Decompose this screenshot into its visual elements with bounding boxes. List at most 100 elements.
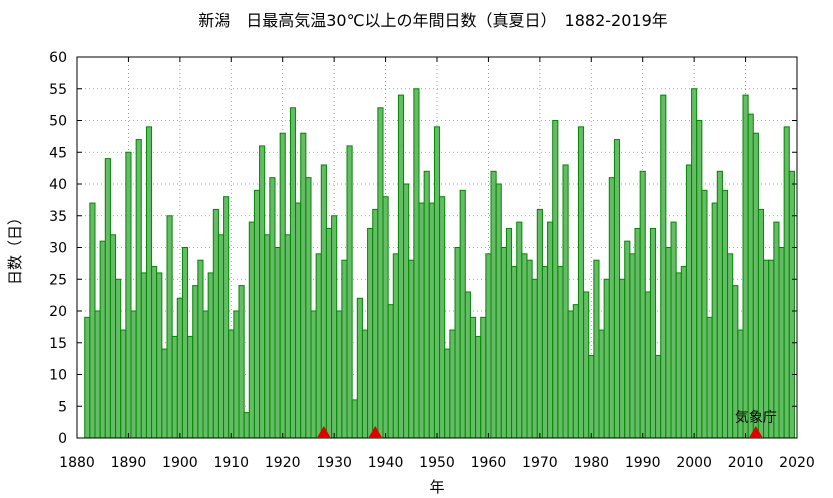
bar-1918 <box>269 177 276 439</box>
bar-1967 <box>521 253 528 439</box>
bar-1986 <box>619 278 626 439</box>
bar-1992 <box>649 227 657 439</box>
x-tick-label: 1950 <box>419 455 455 471</box>
bar-1894 <box>145 126 153 439</box>
bar-1901 <box>181 247 189 439</box>
annotation-label: 気象庁 <box>735 410 777 426</box>
bar-1915 <box>253 189 261 439</box>
x-tick-label: 1890 <box>111 455 147 471</box>
station-move-marker <box>316 426 331 438</box>
bar-1957 <box>469 316 477 439</box>
bar-1911 <box>233 310 240 439</box>
bar-1937 <box>367 227 374 439</box>
bar-1940 <box>382 196 389 439</box>
bar-1891 <box>130 310 137 439</box>
bar-1980 <box>588 354 595 439</box>
bar-2006 <box>721 189 729 439</box>
y-axis-label: 日数（日） <box>6 210 24 285</box>
bar-1939 <box>377 107 384 439</box>
bar-1903 <box>192 285 199 439</box>
bar-1974 <box>557 266 564 439</box>
bar-1979 <box>583 291 590 439</box>
bar-1898 <box>166 215 173 439</box>
bar-2013 <box>757 208 765 439</box>
bar-1973 <box>552 120 559 439</box>
bar-1920 <box>279 132 286 439</box>
bar-1922 <box>289 107 297 439</box>
bar-1933 <box>346 145 353 439</box>
bar-2011 <box>747 113 754 439</box>
bar-1935 <box>356 297 363 439</box>
bar-2005 <box>716 170 723 439</box>
bar-1966 <box>516 221 523 439</box>
x-tick-label: 1900 <box>162 455 198 471</box>
bar-1907 <box>212 208 219 439</box>
bar-1887 <box>109 234 117 439</box>
bar-1906 <box>207 272 214 439</box>
bar-1882 <box>84 316 91 439</box>
bar-1965 <box>511 266 518 439</box>
bar-1993 <box>655 354 662 439</box>
bar-2010 <box>742 94 749 439</box>
x-tick-label: 2010 <box>728 455 764 471</box>
bar-1996 <box>670 221 677 439</box>
bar-1930 <box>331 215 338 439</box>
bar-1998 <box>680 266 687 439</box>
bar-2003 <box>706 316 713 439</box>
station-move-marker <box>368 426 383 438</box>
bar-1885 <box>99 240 106 439</box>
bar-1886 <box>104 158 111 439</box>
bar-1953 <box>449 329 456 439</box>
bar-1931 <box>336 310 343 439</box>
y-tick-label: 30 <box>49 241 67 257</box>
bar-1913 <box>243 412 250 439</box>
station-move-marker <box>748 426 763 438</box>
bar-1899 <box>171 335 178 439</box>
bar-1924 <box>300 132 307 439</box>
bar-1916 <box>259 145 266 439</box>
x-tick-label: 2020 <box>779 455 815 471</box>
bar-2012 <box>752 132 759 439</box>
bar-1927 <box>315 253 322 439</box>
bar-1904 <box>197 259 204 439</box>
bar-1952 <box>444 348 451 439</box>
bar-1978 <box>577 126 585 439</box>
bar-1923 <box>295 202 302 439</box>
y-tick-label: 20 <box>49 304 67 320</box>
bars <box>84 88 795 439</box>
bar-1985 <box>613 139 621 439</box>
bar-1991 <box>644 291 651 439</box>
bar-1990 <box>639 170 646 439</box>
bar-1893 <box>140 272 147 439</box>
bar-1962 <box>495 183 502 439</box>
bar-1997 <box>675 272 682 439</box>
bar-2000 <box>691 88 698 439</box>
y-tick-label: 35 <box>49 209 67 225</box>
bar-1945 <box>408 259 415 439</box>
bar-1970 <box>536 208 543 439</box>
bar-2019 <box>788 170 795 439</box>
x-tick-label: 1940 <box>368 455 404 471</box>
bar-1944 <box>403 183 410 439</box>
bar-1897 <box>161 348 168 439</box>
bar-1900 <box>176 297 183 439</box>
bar-2017 <box>778 247 785 439</box>
bar-1972 <box>547 221 554 439</box>
bar-1958 <box>475 335 482 439</box>
y-tick-label: 0 <box>58 431 67 447</box>
annotations: 気象庁 <box>735 410 777 426</box>
bar-2007 <box>727 253 734 439</box>
bar-1995 <box>665 247 672 439</box>
bar-1988 <box>629 253 636 439</box>
y-tick-label: 60 <box>49 50 67 66</box>
x-tick-label: 1880 <box>59 455 95 471</box>
bar-1932 <box>341 259 348 439</box>
bar-1955 <box>459 189 466 439</box>
bar-1948 <box>423 170 430 439</box>
x-tick-label: 1990 <box>625 455 661 471</box>
bar-1963 <box>500 247 507 439</box>
bar-1977 <box>572 304 579 439</box>
x-tick-label: 1920 <box>265 455 301 471</box>
x-tick-label: 2000 <box>676 455 712 471</box>
